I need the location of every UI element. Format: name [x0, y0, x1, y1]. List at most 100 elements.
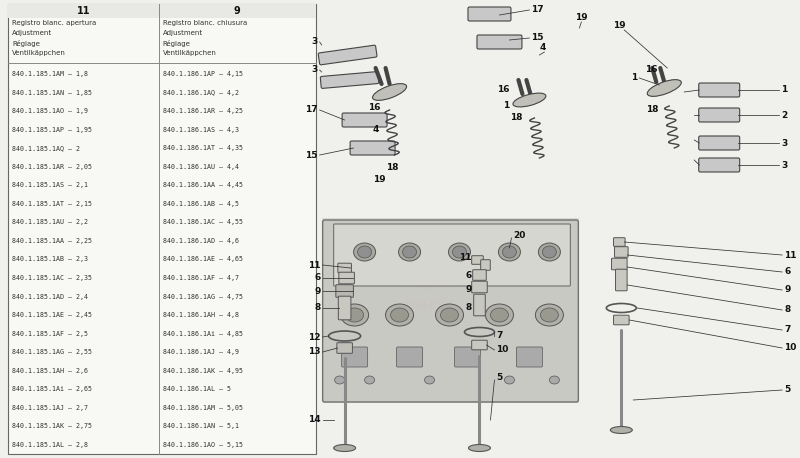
Ellipse shape [334, 445, 356, 452]
FancyBboxPatch shape [477, 35, 522, 49]
Text: 840.1.185.1AK — 2,75: 840.1.185.1AK — 2,75 [12, 423, 92, 429]
Ellipse shape [334, 376, 345, 384]
Text: 840.1.186.1AR — 4,25: 840.1.186.1AR — 4,25 [162, 108, 242, 114]
FancyBboxPatch shape [342, 347, 367, 367]
Bar [8, 4, 316, 18]
FancyBboxPatch shape [468, 7, 511, 21]
Text: moto
parts: moto parts [403, 276, 456, 314]
Text: 840.1.185.1AR — 2,05: 840.1.185.1AR — 2,05 [12, 164, 92, 170]
Bar [322, 218, 579, 403]
FancyBboxPatch shape [397, 347, 422, 367]
Ellipse shape [373, 84, 406, 100]
Text: 8: 8 [466, 304, 471, 312]
Text: 3: 3 [311, 38, 318, 47]
Text: 17: 17 [305, 105, 318, 114]
Text: 19: 19 [575, 13, 588, 22]
Ellipse shape [346, 308, 364, 322]
FancyBboxPatch shape [474, 294, 486, 316]
Ellipse shape [542, 246, 556, 258]
FancyBboxPatch shape [472, 340, 487, 350]
Ellipse shape [390, 308, 409, 322]
Text: 840.1.185.1AM — 1,8: 840.1.185.1AM — 1,8 [12, 71, 88, 77]
FancyBboxPatch shape [614, 238, 625, 246]
Text: 7: 7 [784, 326, 790, 334]
Text: 840.1.185.1AE — 2,45: 840.1.185.1AE — 2,45 [12, 312, 92, 318]
Text: 840.1.186.1AL — 5: 840.1.186.1AL — 5 [162, 386, 230, 392]
Text: 6: 6 [784, 267, 790, 277]
Text: 840.1.185.1AG — 2,55: 840.1.185.1AG — 2,55 [12, 349, 92, 355]
Text: 18: 18 [646, 105, 658, 114]
Text: 840.1.185.1AA — 2,25: 840.1.185.1AA — 2,25 [12, 238, 92, 244]
FancyBboxPatch shape [338, 263, 351, 273]
Text: 9: 9 [314, 287, 321, 295]
Ellipse shape [365, 376, 374, 384]
FancyBboxPatch shape [454, 347, 481, 367]
Text: 840.1.185.1AL — 2,8: 840.1.185.1AL — 2,8 [12, 442, 88, 448]
Text: 11: 11 [308, 261, 321, 269]
FancyBboxPatch shape [337, 343, 353, 353]
FancyBboxPatch shape [611, 258, 627, 270]
Text: 18: 18 [510, 114, 522, 122]
Text: 1: 1 [503, 100, 510, 109]
Text: 3: 3 [781, 138, 787, 147]
Text: 13: 13 [308, 348, 321, 356]
Text: 840.1.185.1AU — 2,2: 840.1.185.1AU — 2,2 [12, 219, 88, 225]
Text: 840.1.186.1AH — 4,8: 840.1.186.1AH — 4,8 [162, 312, 238, 318]
Text: 19: 19 [613, 21, 626, 29]
Text: 840.1.186.1AE — 4,65: 840.1.186.1AE — 4,65 [162, 256, 242, 262]
Text: 840.1.185.1AC — 2,35: 840.1.185.1AC — 2,35 [12, 275, 92, 281]
Text: 840.1.185.1Ai — 2,65: 840.1.185.1Ai — 2,65 [12, 386, 92, 392]
FancyBboxPatch shape [517, 347, 542, 367]
Text: 8: 8 [314, 304, 321, 312]
Text: 14: 14 [308, 415, 321, 425]
Ellipse shape [398, 243, 421, 261]
Text: 1: 1 [631, 73, 638, 82]
Text: 2: 2 [781, 110, 787, 120]
FancyBboxPatch shape [339, 272, 354, 284]
Text: 840.1.186.1AA — 4,45: 840.1.186.1AA — 4,45 [162, 182, 242, 188]
Text: 840.1.186.1AT — 4,35: 840.1.186.1AT — 4,35 [162, 145, 242, 151]
FancyBboxPatch shape [338, 296, 351, 320]
Text: 840.1.185.1AH — 2,6: 840.1.185.1AH — 2,6 [12, 368, 88, 374]
Text: 840.1.185.1AO — 1,9: 840.1.185.1AO — 1,9 [12, 108, 88, 114]
Ellipse shape [490, 308, 509, 322]
Text: 840.1.186.1AD — 4,6: 840.1.186.1AD — 4,6 [162, 238, 238, 244]
Text: 10: 10 [497, 345, 509, 354]
Text: 11: 11 [459, 253, 471, 262]
Text: 840.1.186.1AM — 5,05: 840.1.186.1AM — 5,05 [162, 405, 242, 411]
Text: 840.1.185.1AS — 2,1: 840.1.185.1AS — 2,1 [12, 182, 88, 188]
FancyBboxPatch shape [473, 270, 486, 280]
Text: 3: 3 [311, 65, 318, 75]
Text: Ventilkäppchen: Ventilkäppchen [162, 50, 217, 56]
FancyBboxPatch shape [350, 141, 395, 155]
Text: 15: 15 [305, 151, 318, 159]
Text: 18: 18 [386, 163, 399, 171]
Text: 840.1.186.1AU — 4,4: 840.1.186.1AU — 4,4 [162, 164, 238, 170]
Text: 840.1.186.1AC — 4,55: 840.1.186.1AC — 4,55 [162, 219, 242, 225]
Text: 10: 10 [784, 344, 797, 353]
FancyBboxPatch shape [698, 136, 740, 150]
Text: 9: 9 [465, 284, 471, 294]
Text: 4: 4 [539, 44, 546, 53]
FancyBboxPatch shape [472, 256, 483, 264]
Text: 5: 5 [497, 374, 502, 382]
Text: Réglage: Réglage [162, 40, 190, 47]
Text: 840.1.186.1Ai — 4,85: 840.1.186.1Ai — 4,85 [162, 331, 242, 337]
Text: 20: 20 [514, 230, 526, 240]
Text: 840.1.186.1AB — 4,5: 840.1.186.1AB — 4,5 [162, 201, 238, 207]
Ellipse shape [502, 246, 517, 258]
Text: 840.1.186.1AK — 4,95: 840.1.186.1AK — 4,95 [162, 368, 242, 374]
Text: 840.1.185.1AQ — 2: 840.1.185.1AQ — 2 [12, 145, 80, 151]
FancyBboxPatch shape [342, 113, 387, 127]
FancyBboxPatch shape [336, 285, 354, 297]
Text: 7: 7 [497, 332, 503, 340]
Ellipse shape [449, 243, 470, 261]
Text: 8: 8 [784, 305, 790, 315]
Text: 12: 12 [308, 333, 321, 342]
Text: 840.1.185.1AT — 2,15: 840.1.185.1AT — 2,15 [12, 201, 92, 207]
Ellipse shape [435, 304, 463, 326]
Text: 840.1.185.1AD — 2,4: 840.1.185.1AD — 2,4 [12, 294, 88, 300]
Ellipse shape [541, 308, 558, 322]
Ellipse shape [358, 246, 371, 258]
Ellipse shape [441, 308, 458, 322]
